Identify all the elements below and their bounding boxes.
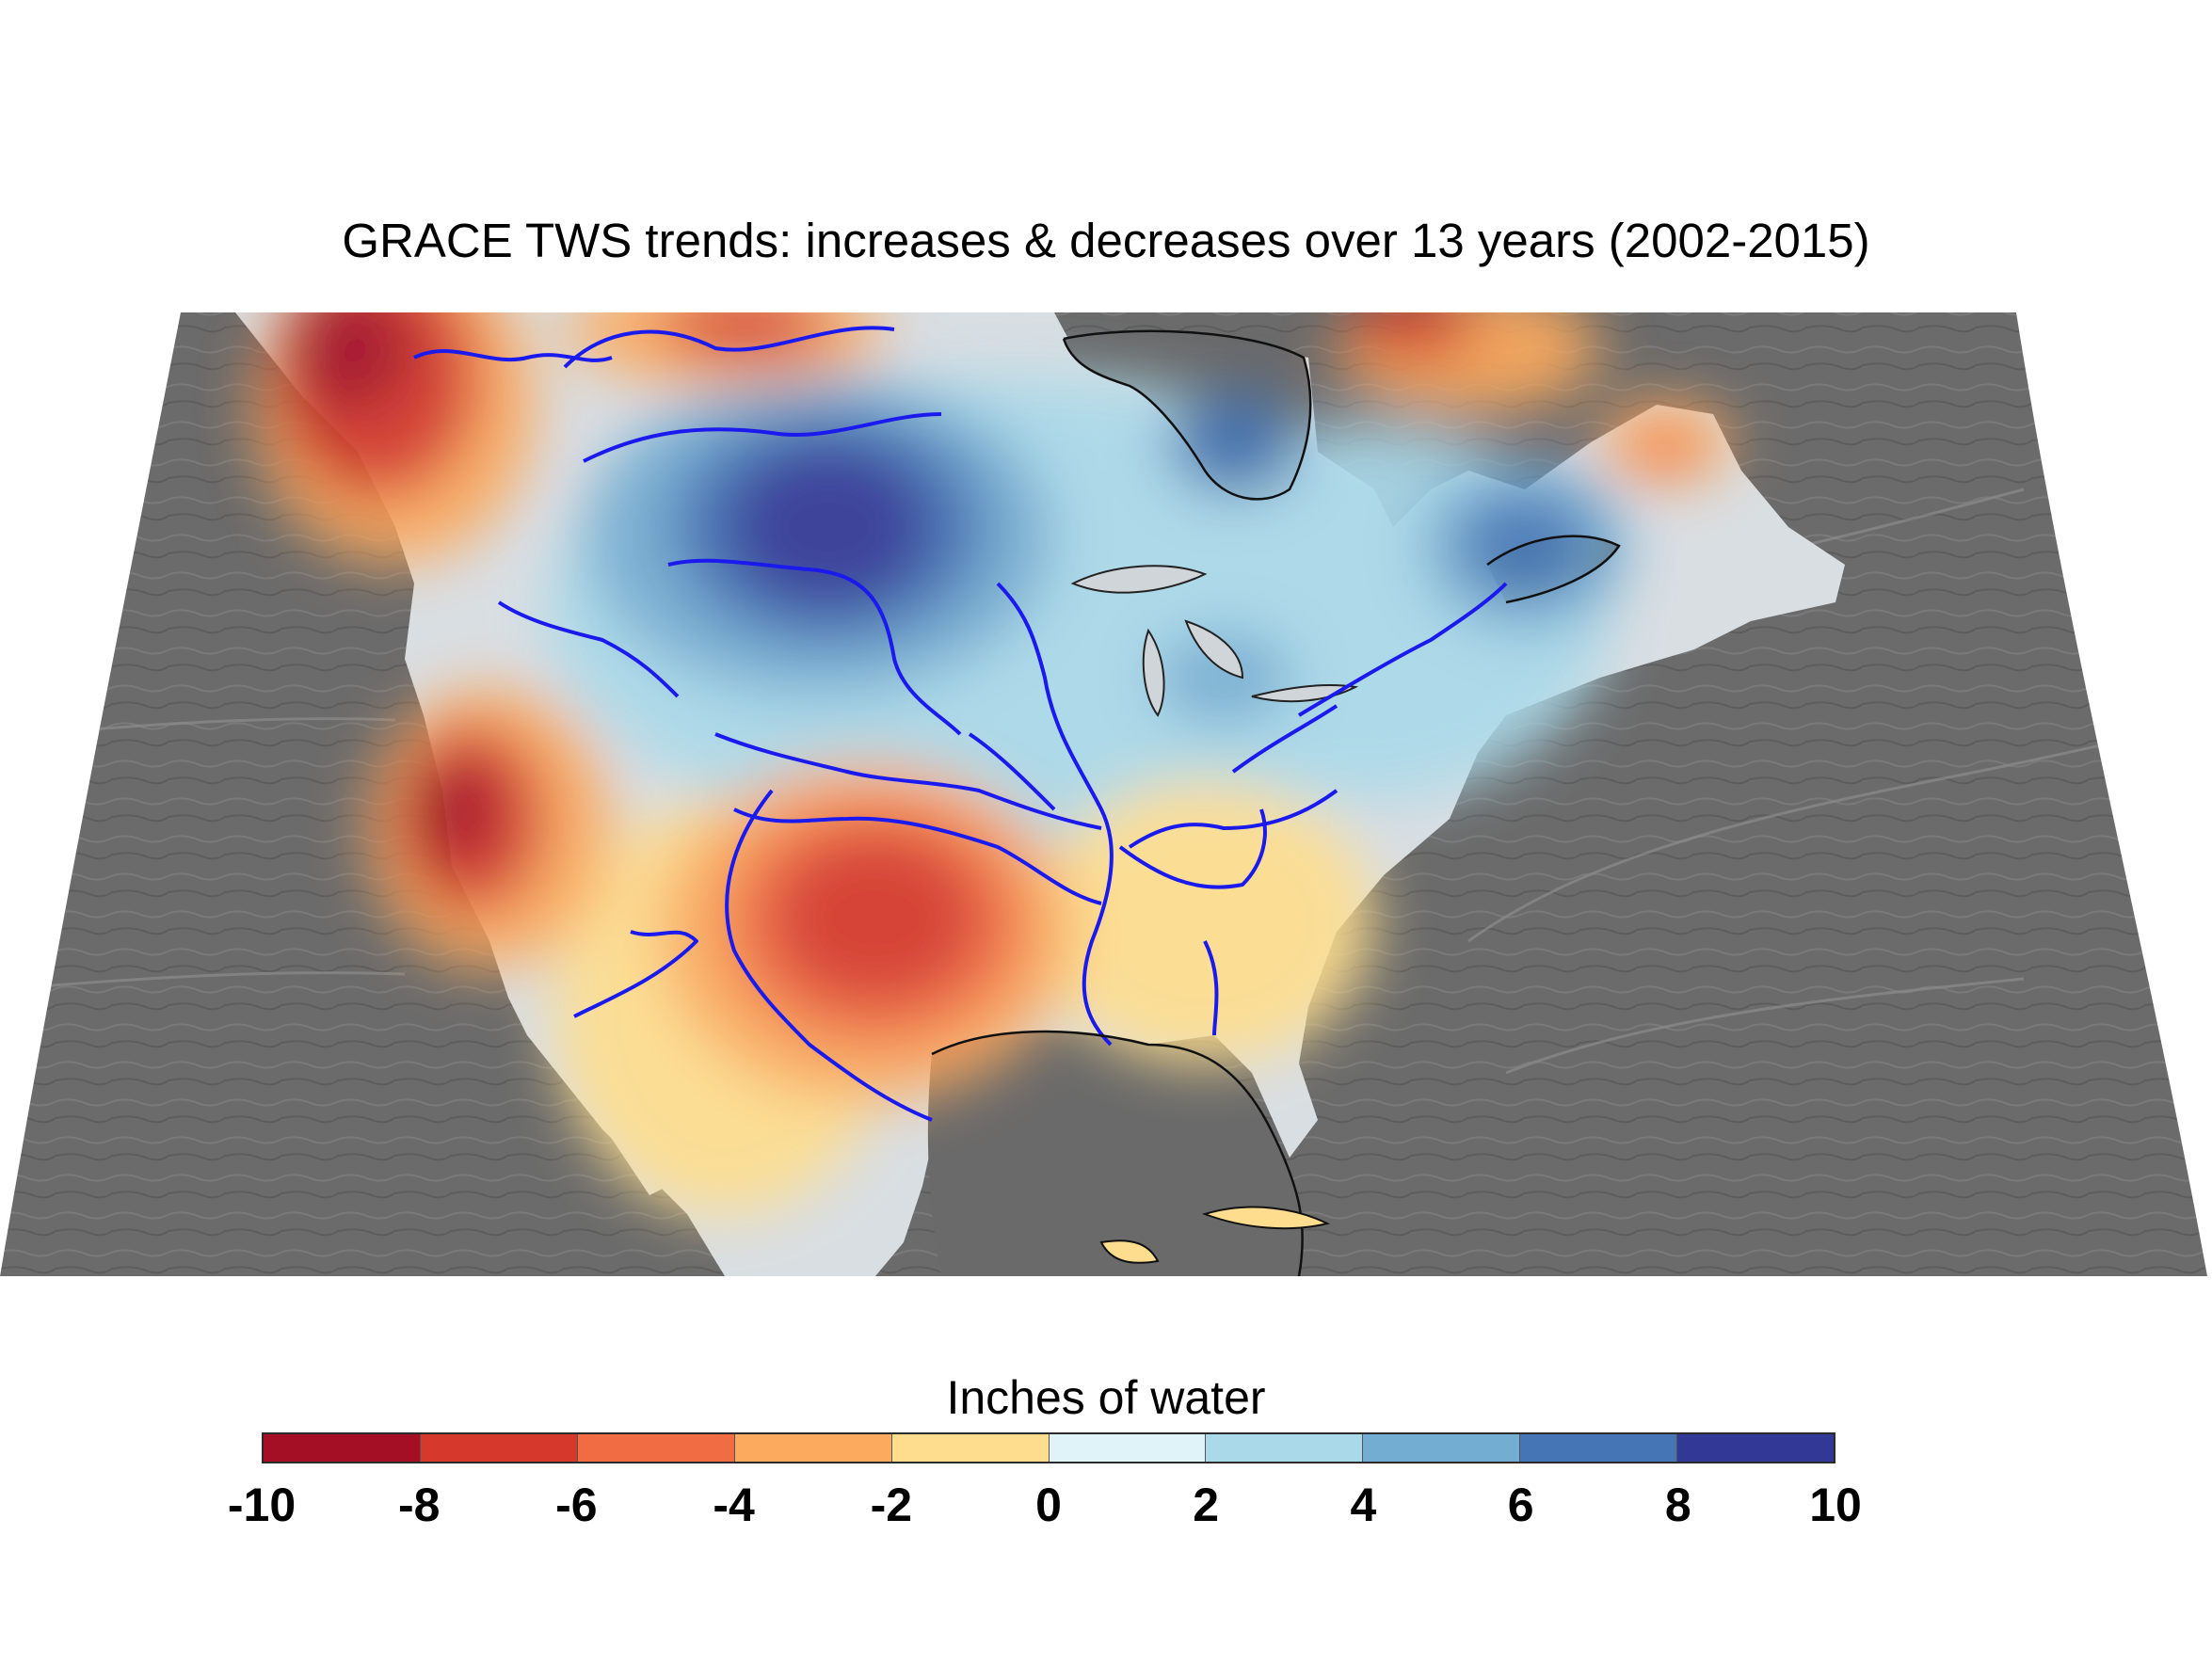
colorbar-segment — [264, 1434, 421, 1462]
colorbar-tick-label: 0 — [1035, 1479, 1062, 1531]
colorbar-tick-label: 6 — [1507, 1479, 1534, 1531]
colorbar-segment — [420, 1434, 578, 1462]
coastline — [931, 329, 1621, 1276]
colorbar-tick-label: 4 — [1350, 1479, 1377, 1531]
anomaly-quebec-high — [1459, 494, 1591, 598]
colorbar-segment — [1677, 1434, 1835, 1462]
anomaly-pnw-peak — [282, 312, 414, 414]
caribbean-islands — [1099, 1206, 1330, 1264]
anomaly-greatlakes-mid — [1153, 631, 1294, 725]
colorbar-segment — [1363, 1434, 1521, 1462]
colorbar-segment — [577, 1434, 735, 1462]
colorbar-tick-label: -6 — [555, 1479, 598, 1531]
chart-title: GRACE TWS trends: increases & decreases … — [342, 214, 1870, 267]
colorbar-tick-label: -4 — [713, 1479, 755, 1531]
colorbar — [262, 1432, 1835, 1463]
colorbar-segment — [1049, 1434, 1207, 1462]
great-lakes — [1070, 565, 1359, 717]
colorbar-segment — [734, 1434, 892, 1462]
anomaly-plains-peak — [725, 442, 932, 612]
anomaly-labrador-mid — [1633, 431, 1699, 472]
anomaly-texas-high — [772, 833, 979, 1002]
colorbar-tick-label: 2 — [1193, 1479, 1220, 1531]
colorbar-segment — [1520, 1434, 1678, 1462]
anomaly-layer — [254, 312, 1732, 1214]
anomaly-hudson-high — [1167, 391, 1299, 494]
colorbar-tick-label: 10 — [1809, 1479, 1862, 1531]
anomaly-california-peak — [414, 758, 499, 861]
colorbar-segment — [1206, 1434, 1364, 1462]
colorbar-tick-label: -10 — [227, 1479, 297, 1531]
colorbar-tick-label: 8 — [1664, 1479, 1691, 1531]
map-frame — [0, 312, 2207, 1276]
colorbar-ticks: -10 -8 -6 -4 -2 0 2 4 6 8 10 — [228, 1478, 1862, 1534]
rivers — [413, 326, 1508, 1122]
anomaly-southeast-low — [1035, 781, 1374, 1063]
colorbar-tick-label: -2 — [870, 1479, 913, 1531]
colorbar-segment — [891, 1434, 1050, 1462]
anomaly-ne-mid — [1346, 312, 1478, 358]
legend-title: Inches of water — [946, 1371, 1266, 1424]
colorbar-tick-label: -8 — [397, 1479, 441, 1531]
